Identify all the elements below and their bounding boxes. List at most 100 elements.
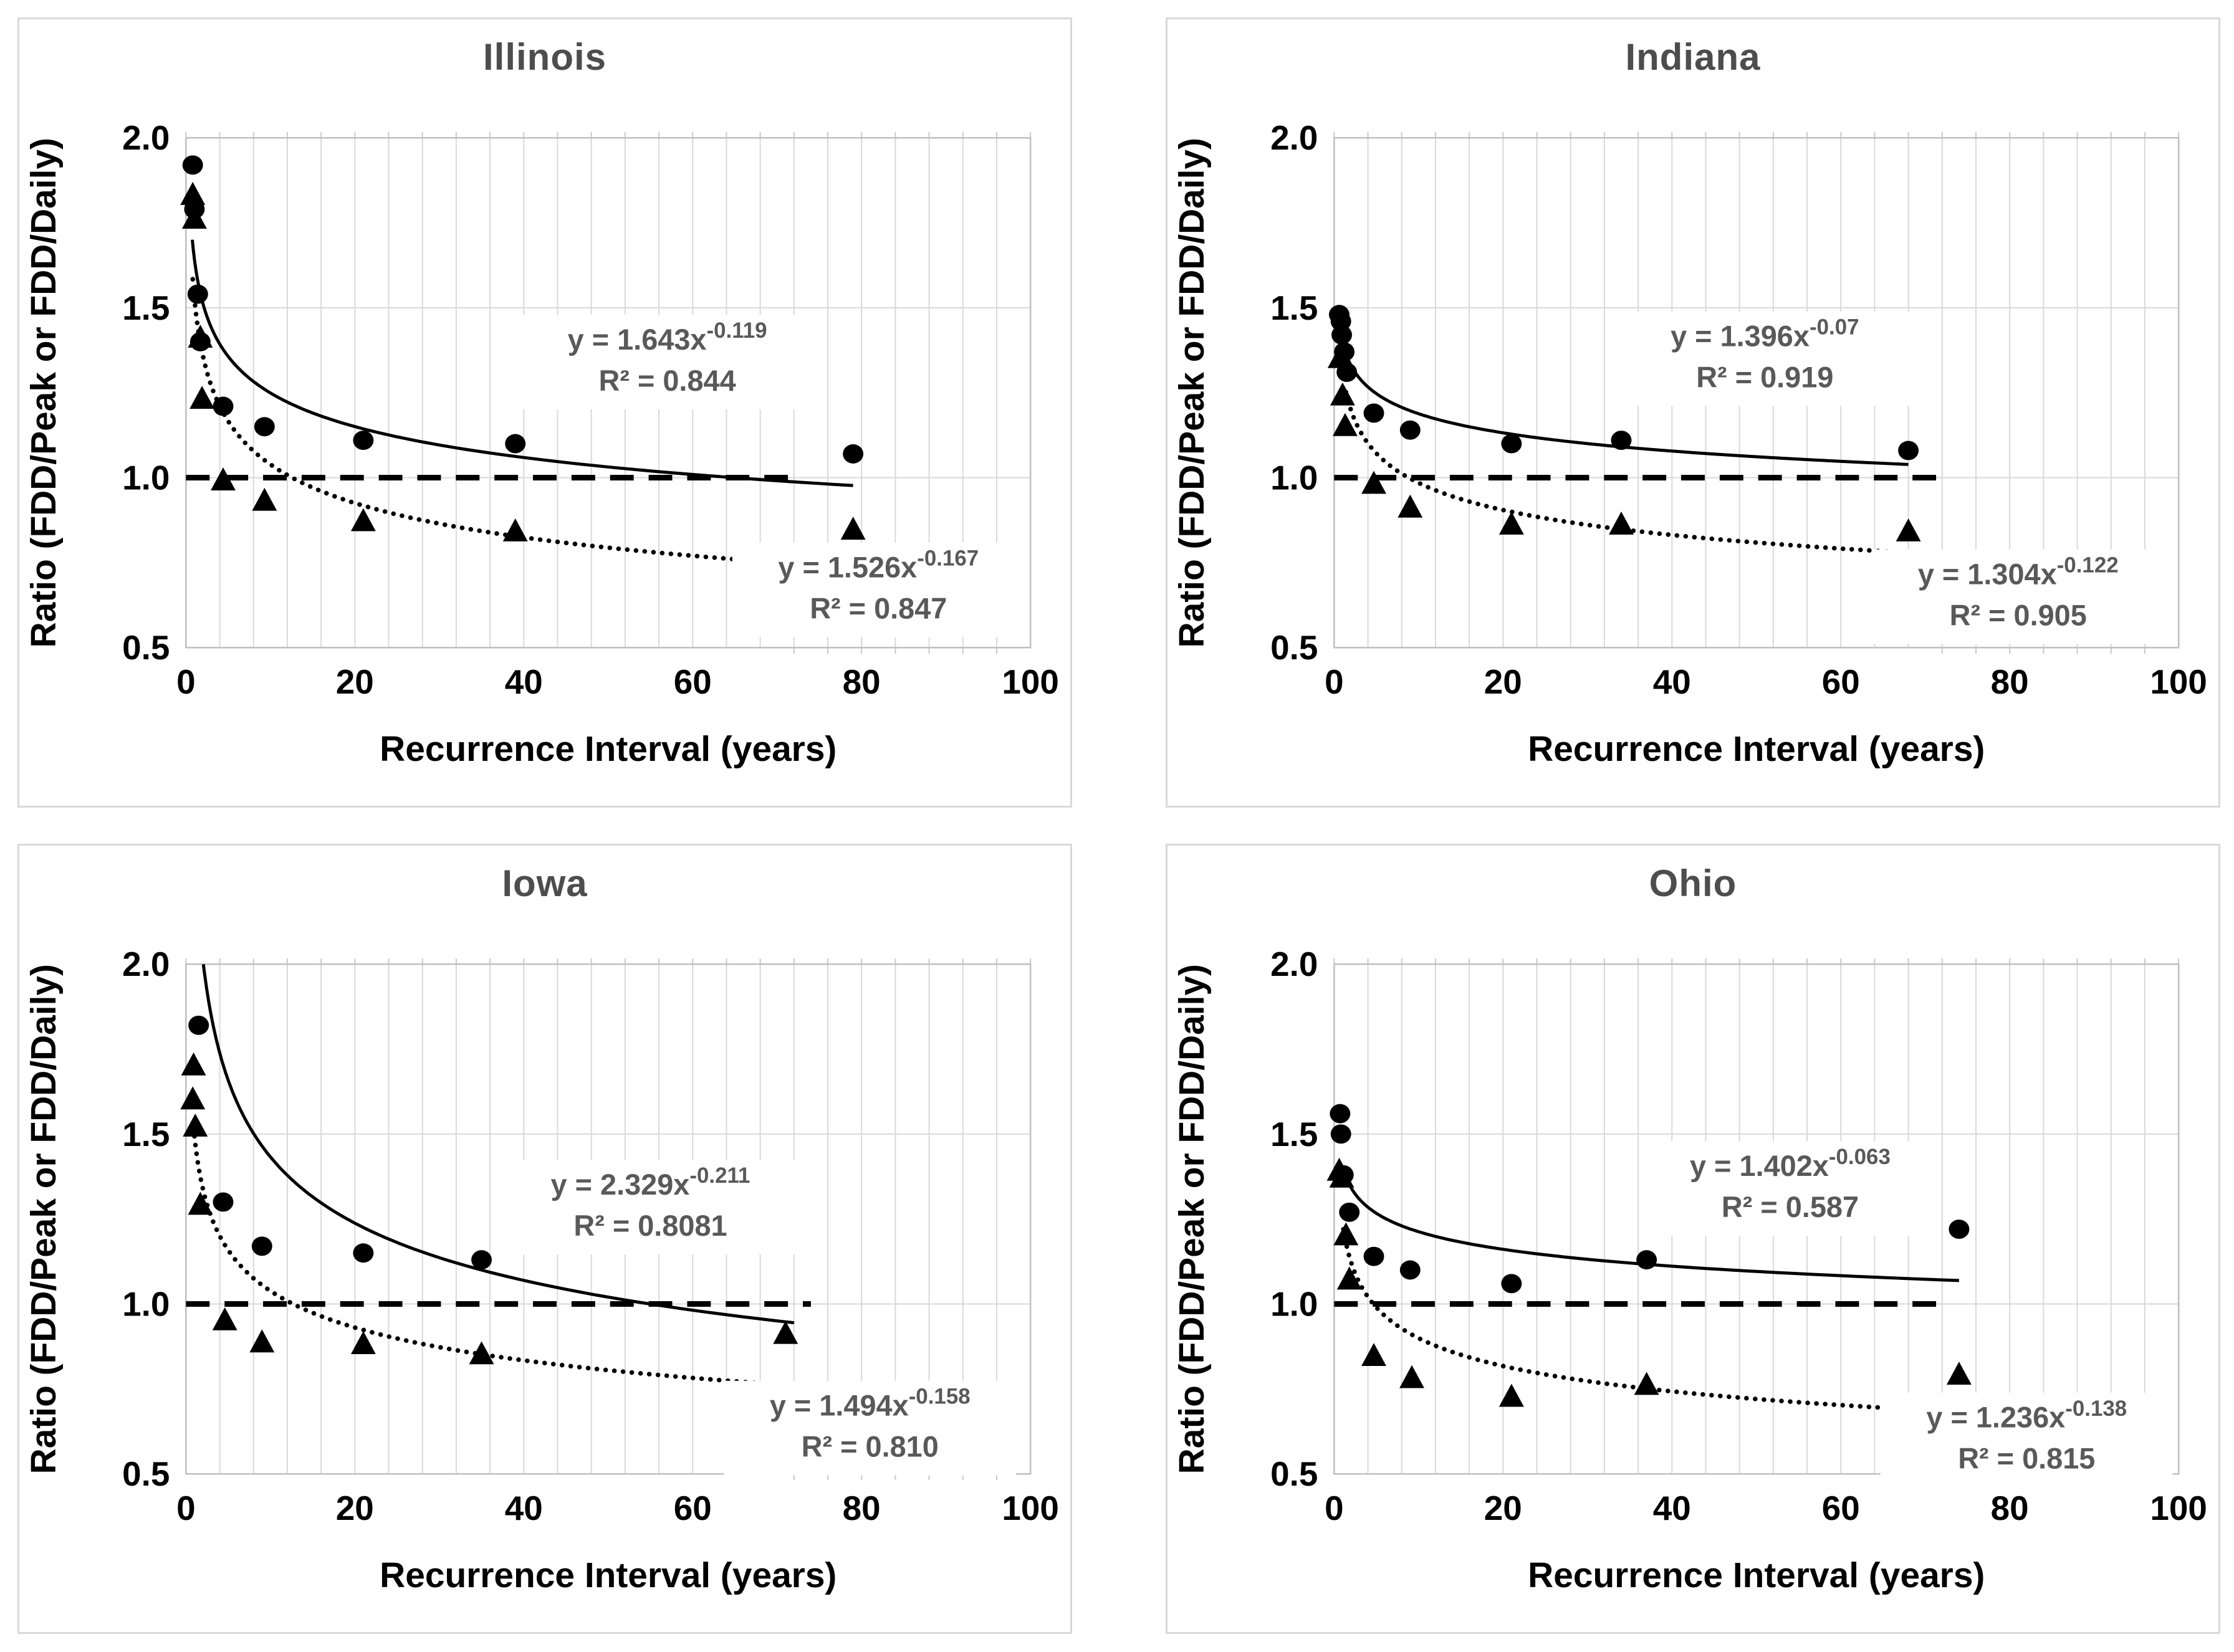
scatter-point-triangle xyxy=(212,1307,237,1330)
chart-panel-iowa: Iowa y = 2.329x-0.211 R² = 0.8081 y = 1.49… xyxy=(17,844,1072,1634)
scatter-point-triangle xyxy=(1333,413,1358,436)
chart-title-indiana: Indiana xyxy=(1625,36,1761,78)
r-squared-label: R² = 0.587 xyxy=(1722,1191,1859,1223)
chart-plot-indiana: y = 1.396x-0.07 R² = 0.919 y = 1.304x-0.12… xyxy=(1172,118,2207,769)
scatter-point-triangle xyxy=(1333,1222,1359,1246)
scatter-point-triangle xyxy=(183,1113,208,1137)
label-background xyxy=(1644,1141,1937,1236)
scatter-point-circle xyxy=(1501,1274,1522,1294)
scatter-point-triangle xyxy=(1361,470,1386,494)
trendline-label: y = 1.494x-0.158 R² = 0.810 xyxy=(724,1380,1017,1476)
chart-plot-iowa: y = 2.329x-0.211 R² = 0.8081 y = 1.494x-0.… xyxy=(24,945,1059,1595)
scatter-point-triangle xyxy=(1946,1362,1972,1385)
scatter-point-circle xyxy=(187,284,208,304)
x-tick-label: 20 xyxy=(1484,1489,1522,1527)
y-tick-label: 1.5 xyxy=(1270,289,1318,327)
y-tick-label: 1.5 xyxy=(122,1115,170,1153)
scatter-point-triangle xyxy=(189,386,215,409)
x-tick-label: 40 xyxy=(1653,662,1691,701)
scatter-point-triangle xyxy=(180,181,206,205)
chart-title-iowa: Iowa xyxy=(502,862,588,904)
equation-label: y = 1.236x-0.138 xyxy=(1926,1397,2127,1434)
scatter-point-triangle xyxy=(1330,382,1355,406)
scatter-point-triangle xyxy=(1397,494,1423,518)
scatter-point-circle xyxy=(1949,1220,1970,1239)
scatter-point-circle xyxy=(843,444,864,464)
chart-panel-indiana: Indiana y = 1.396x-0.07 R² = 0.919 y = 1.3… xyxy=(1166,17,2220,808)
r-squared-label: R² = 0.847 xyxy=(810,592,947,624)
scatter-point-circle xyxy=(505,434,526,454)
x-tick-label: 60 xyxy=(674,662,712,701)
trendline-label: y = 1.304x-0.122 R² = 0.905 xyxy=(1872,549,2165,644)
scatter-point-triangle xyxy=(502,518,528,542)
scatter-point-circle xyxy=(188,1015,209,1035)
equation-label: y = 1.402x-0.063 xyxy=(1690,1145,1891,1182)
trendline-label: y = 2.329x-0.211 R² = 0.8081 xyxy=(504,1160,797,1254)
trendline-label: y = 1.396x-0.07 R² = 0.919 xyxy=(1618,311,1911,406)
chart-panel-ohio: Ohio y = 1.402x-0.063 R² = 0.587 y = 1.236… xyxy=(1166,844,2220,1634)
scatter-point-circle xyxy=(1330,312,1351,332)
r-squared-label: R² = 0.905 xyxy=(1950,599,2087,631)
scatter-point-circle xyxy=(353,1243,374,1263)
label-background xyxy=(1618,311,1911,406)
scatter-point-triangle xyxy=(188,1191,213,1215)
trendline-label: y = 1.402x-0.063 R² = 0.587 xyxy=(1644,1141,1937,1236)
x-tick-label: 20 xyxy=(336,1489,374,1527)
label-background xyxy=(504,1160,797,1254)
r-squared-label: R² = 0.815 xyxy=(1958,1443,2095,1475)
label-background xyxy=(1880,1392,2173,1487)
label-background xyxy=(521,315,814,409)
scatter-point-triangle xyxy=(1498,1383,1524,1407)
fit-line-solid xyxy=(201,964,795,1325)
scatter-point-circle xyxy=(213,396,234,416)
x-tick-label: 60 xyxy=(1822,1489,1860,1527)
y-tick-label: 2.0 xyxy=(1270,945,1318,983)
scatter-point-triangle xyxy=(252,487,277,511)
scatter-point-triangle xyxy=(469,1341,494,1365)
y-tick-label: 0.5 xyxy=(122,1454,170,1493)
scatter-point-triangle xyxy=(1399,1365,1424,1388)
equation-label: y = 1.304x-0.122 xyxy=(1918,553,2119,591)
scatter-point-circle xyxy=(1611,431,1632,451)
x-tick-label: 0 xyxy=(176,1489,196,1527)
minor-tick-stubs xyxy=(185,958,1032,1481)
scatter-point-triangle xyxy=(180,1086,206,1110)
series-circle xyxy=(182,155,864,464)
x-axis-title: Recurrence Interval (years) xyxy=(380,730,837,769)
scatter-point-triangle xyxy=(1327,345,1353,368)
scatter-point-circle xyxy=(1363,1246,1384,1266)
scatter-point-circle xyxy=(1399,1260,1421,1280)
x-axis-title: Recurrence Interval (years) xyxy=(1528,730,1985,769)
chart-plot-ohio: y = 1.402x-0.063 R² = 0.587 y = 1.236x-0.1… xyxy=(1172,945,2207,1595)
minor-tick-stubs xyxy=(1333,132,2180,654)
scatter-point-circle xyxy=(471,1250,492,1270)
x-tick-label: 20 xyxy=(1484,662,1522,701)
scatter-point-circle xyxy=(1501,434,1522,454)
x-tick-label: 0 xyxy=(1325,662,1344,701)
y-tick-label: 1.5 xyxy=(1270,1115,1318,1153)
x-tick-label: 100 xyxy=(1002,662,1059,701)
x-tick-label: 100 xyxy=(1002,1489,1059,1527)
scatter-point-triangle xyxy=(1498,511,1524,535)
chart-title-ohio: Ohio xyxy=(1649,862,1737,904)
x-tick-label: 40 xyxy=(1653,1489,1691,1527)
scatter-point-circle xyxy=(1330,1124,1351,1144)
scatter-point-circle xyxy=(1399,420,1421,440)
series-circle xyxy=(188,1015,796,1270)
y-tick-label: 1.0 xyxy=(122,459,170,497)
series-triangle xyxy=(1327,345,1921,542)
scatter-point-triangle xyxy=(188,324,213,348)
x-tick-label: 80 xyxy=(1991,662,2029,701)
x-tick-label: 60 xyxy=(674,1489,712,1527)
scatter-point-triangle xyxy=(840,517,866,540)
scatter-point-triangle xyxy=(773,1320,798,1344)
scatter-point-triangle xyxy=(1361,1343,1386,1367)
scatter-point-triangle xyxy=(1336,1266,1362,1290)
y-tick-label: 0.5 xyxy=(122,628,170,667)
scatter-point-triangle xyxy=(181,206,207,229)
fit-line-dotted xyxy=(191,1125,763,1386)
y-tick-label: 1.0 xyxy=(1270,459,1318,497)
y-axis-title: Ratio (FDD/Peak or FDD/Daily) xyxy=(1172,964,1212,1474)
scatter-point-circle xyxy=(213,1192,234,1212)
